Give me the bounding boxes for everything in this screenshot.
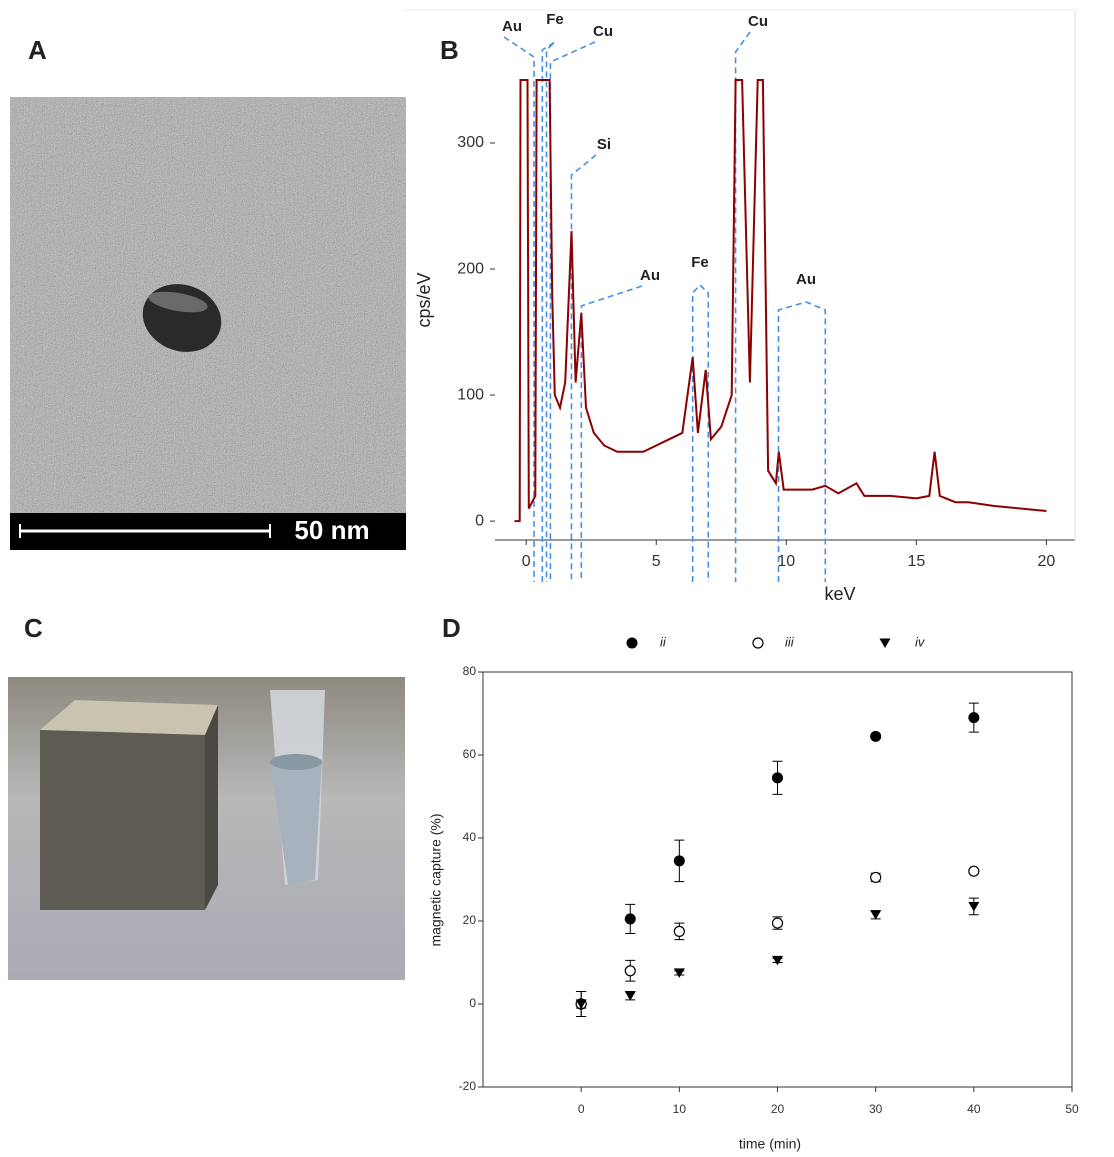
peak-label: Cu: [748, 13, 768, 30]
x-tick-label: 15: [907, 553, 925, 570]
x-tick-label: 30: [869, 1102, 883, 1116]
peak-label: Fe: [546, 11, 564, 28]
marker: [968, 712, 980, 724]
x-axis-label: keV: [824, 584, 855, 604]
x-tick-label: 40: [967, 1102, 981, 1116]
y-tick-label: 20: [463, 913, 477, 927]
chart: 0 10 20 30 40 50 -20 0 20 40 60 80 time (min) magneti…: [428, 634, 1079, 1151]
panel-label: C: [24, 613, 43, 643]
guide-line: [503, 36, 535, 582]
marker: [870, 871, 882, 884]
legend-label: iv: [915, 634, 926, 649]
marker: [575, 999, 587, 1009]
x-tick-label: 0: [578, 1102, 585, 1116]
scale-bar-label: 50 nm: [294, 515, 369, 545]
marker: [870, 730, 882, 742]
x-tick-label: 10: [777, 553, 795, 570]
marker: [624, 991, 636, 1001]
guide-line: [691, 283, 710, 582]
x-tick-label: 5: [652, 553, 661, 570]
guide-line: [734, 31, 751, 582]
panel-label: D: [442, 613, 461, 643]
axis-frame: [482, 671, 1073, 1088]
y-tick-label: 300: [457, 134, 484, 151]
peak-label: Au: [796, 271, 816, 288]
marker: [772, 772, 783, 784]
peak-label: Si: [597, 136, 611, 153]
marker: [968, 865, 980, 877]
marker: [673, 855, 685, 867]
x-tick-label: 50: [1065, 1102, 1079, 1116]
x-tick-label: 0: [522, 553, 531, 570]
legend-label: iii: [785, 634, 795, 649]
spectrum-line: [514, 79, 1047, 523]
y-axis-label: cps/eV: [414, 272, 434, 327]
marker: [624, 965, 636, 977]
marker: [624, 913, 636, 925]
peak-label: Au: [502, 18, 522, 35]
y-tick-label: 80: [463, 664, 477, 678]
marker: [879, 638, 891, 648]
micrograph: 50 nm: [10, 97, 406, 550]
panel-label: B: [440, 35, 459, 65]
marker: [673, 968, 685, 978]
marker: [626, 637, 638, 649]
y-tick-label: 200: [457, 260, 484, 277]
y-tick-label: 100: [457, 386, 484, 403]
x-axis-label: time (min): [739, 1136, 801, 1152]
guide-line: [541, 41, 556, 582]
guide-line: [777, 301, 827, 582]
y-tick-label: 40: [463, 830, 477, 844]
y-tick-label: 60: [463, 747, 477, 761]
x-tick-label: 20: [771, 1102, 785, 1116]
marker: [771, 917, 784, 929]
legend-label: ii: [660, 634, 667, 649]
guide-line: [570, 154, 597, 582]
peak-label: Fe: [691, 254, 709, 271]
y-tick-label: 0: [469, 996, 476, 1010]
guide-line: [549, 41, 596, 582]
panel-label: A: [28, 35, 47, 65]
peak-label: Cu: [593, 23, 613, 40]
marker: [772, 955, 783, 966]
x-tick-label: 20: [1037, 553, 1055, 570]
y-axis-label: magnetic capture (%): [428, 813, 444, 946]
x-tick-label: 10: [673, 1102, 687, 1116]
marker: [752, 637, 764, 649]
y-tick-label: -20: [459, 1079, 477, 1093]
y-tick-label: 0: [475, 512, 484, 529]
photo: [8, 677, 405, 980]
peak-label: Au: [640, 267, 660, 284]
marker: [870, 910, 882, 920]
guide-line: [580, 285, 643, 582]
marker: [968, 901, 980, 912]
marker: [673, 925, 685, 937]
